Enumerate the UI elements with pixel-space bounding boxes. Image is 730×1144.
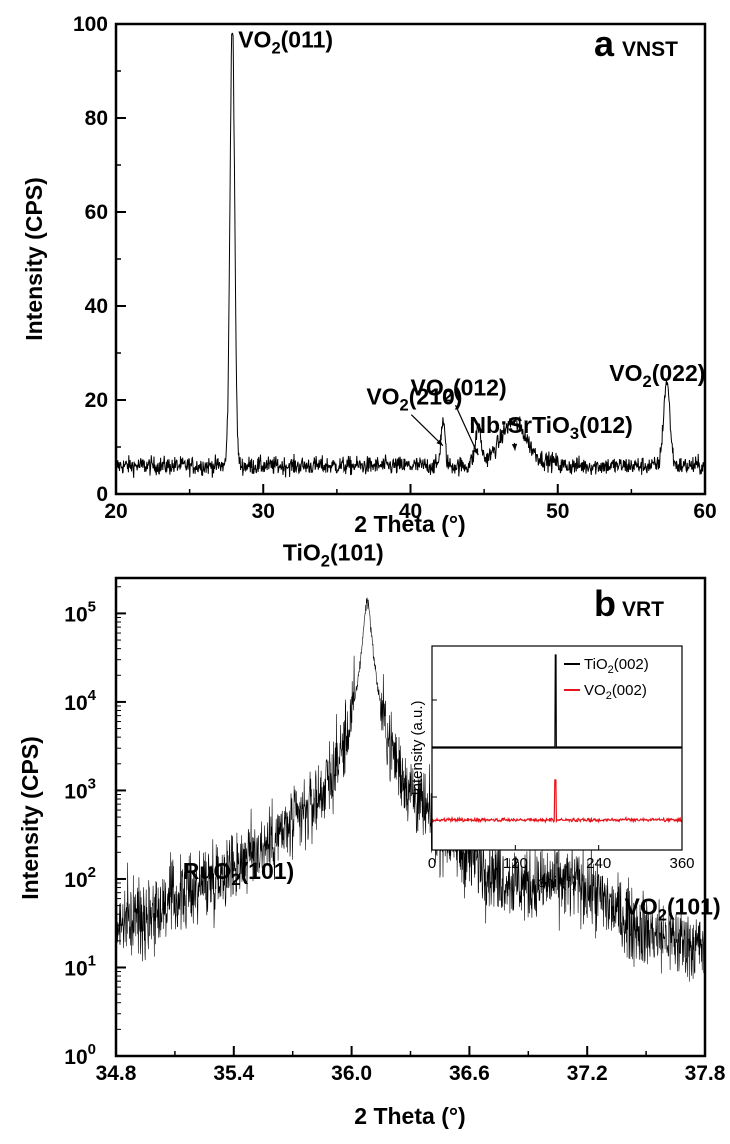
inset-xtick-label: 0 [428,855,436,872]
peak-label: VO2(101) [625,893,721,924]
panel-a-ylabel: Intensity (CPS) [21,177,47,341]
panel-a-ytick-label: 80 [85,107,108,130]
panel-a-ytick-label: 60 [85,201,108,224]
peak-label: Nb:SrTiO3(012) [469,412,632,443]
panel-b-ytick-label: 103 [64,775,96,803]
panel-b-ytick-label: 100 [64,1041,96,1069]
peak-label: VO2(210) [366,384,462,415]
peak-label: VO2(011) [238,27,333,58]
inset-xlabel: phi (°) [537,874,577,891]
panel-b-ytick-label: 102 [64,864,96,892]
inset-legend-label: TiO2(002) [584,656,649,676]
panel-b-xtick-label: 37.2 [567,1062,608,1085]
inset-frame [431,645,683,851]
panel-b-tag: VRT [622,598,664,621]
panel-a-xtick-label: 20 [104,500,127,523]
inset-traces [431,654,682,824]
panel-a-ytick-label: 100 [73,13,108,36]
panel-a-xtick-label: 40 [399,500,422,523]
inset-ylabel: Intensity (a.u.) [409,700,426,795]
panel-b-trace [115,597,705,982]
annotation-arrow [454,405,479,456]
peak-label: TiO2(101) [283,539,384,570]
panel-b-ytick-label: 101 [64,952,96,980]
peak-label: RuO2(101) [183,858,294,889]
inset-xtick-label: 240 [586,855,611,872]
annotation-arrowhead [511,443,518,451]
panel-a-xtick-label: 60 [693,500,716,523]
panel-b-xlabel: 2 Theta (°) [354,1103,465,1129]
annotation-arrowhead [436,439,443,446]
panel-b-ytick-label: 105 [64,598,96,626]
inset-legend-label: VO2(002) [584,682,647,702]
panel-a-trace [115,32,706,478]
panel-b-annotations: TiO2(101) RuO2(101) VO2(101) [183,539,721,924]
panel-b-xtick-label: 37.8 [685,1062,726,1085]
inset-ticks: 0 120 240 360 [428,699,695,872]
panel-a-xlabel: 2 Theta (°) [354,511,465,537]
panel-b-letter: b [594,583,616,624]
peak-label: VO2(022) [609,360,705,391]
inset-series-tio2 [432,654,682,748]
panel-b-ylabel: Intensity (CPS) [17,736,43,900]
panel-a-ytick-label: 0 [96,483,108,506]
panel-b-xtick-label: 34.8 [96,1062,137,1085]
panel-b-xtick-label: 36.0 [331,1062,372,1085]
inset-legend: TiO2(002) VO2(002) [564,656,649,702]
panel-b-xtick-label: 36.6 [449,1062,490,1085]
inset-xtick-label: 120 [503,855,528,872]
panel-b-ticks: 34.8 35.4 36.0 36.6 37.2 37.8 100 101 102 103 104 1… [64,586,726,1085]
panel-a-ytick-label: 40 [85,295,108,318]
panel-a-ytick-label: 20 [85,389,108,412]
inset-xtick-label: 360 [669,855,694,872]
panel-a-annotations: VO2(011) VO2(210)VO2(012) Nb:SrTiO3(012) VO… [238,27,705,456]
annotation-arrow [410,414,444,447]
panel-a-xtick-label: 30 [252,500,275,523]
inset-series-vo2 [431,779,682,824]
panel-b-xtick-label: 35.4 [213,1062,254,1085]
annotation-arrowhead [473,448,479,456]
panel-b-ytick-label: 104 [64,687,96,715]
panel-a-letter: a [594,23,615,64]
panel-a-series-line [115,32,706,478]
peak-label: VO2(012) [411,374,507,405]
inset: 0 120 240 360 phi (°) Intensity (a.u.) TiO2… [409,645,695,891]
panel-b: 34.8 35.4 36.0 36.6 37.2 37.8 100 101 102 103 104 1… [17,539,726,1129]
panel-a-xtick-label: 50 [546,500,569,523]
panel-b-series-line [115,597,705,982]
panel-a-tag: VNST [622,38,678,61]
